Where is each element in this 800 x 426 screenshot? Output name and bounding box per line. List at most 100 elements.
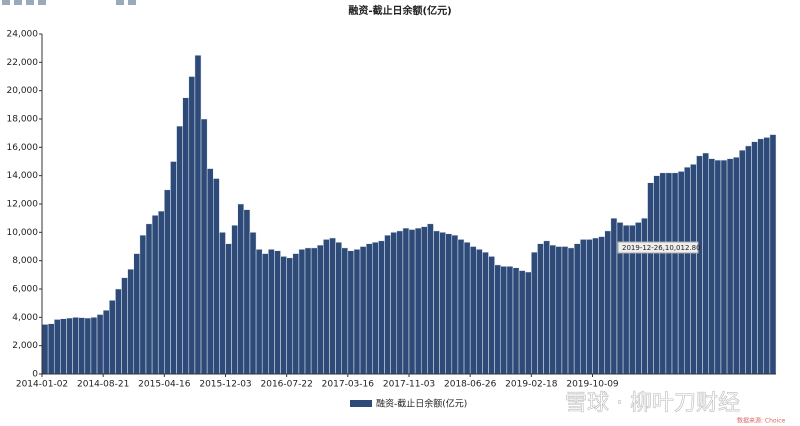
- bar: [102, 310, 110, 375]
- bar: [408, 229, 416, 375]
- bar: [151, 215, 159, 375]
- bar: [115, 288, 122, 375]
- bar: [268, 249, 275, 375]
- x-tick-label: 2014-08-21: [77, 380, 129, 390]
- tool-icon[interactable]: [38, 0, 46, 5]
- bar: [543, 240, 550, 375]
- tooltip: 2019-12-26,10,012.80: [622, 244, 701, 252]
- tool-icon[interactable]: [116, 0, 124, 5]
- x-tick-label: 2019-10-09: [566, 380, 619, 390]
- bar: [567, 247, 575, 375]
- y-tick-label: 2,000: [12, 341, 38, 351]
- y-tick-label: 24,000: [7, 30, 39, 40]
- bar: [121, 277, 128, 375]
- x-tick-label: 2014-01-02: [16, 380, 68, 390]
- bar: [66, 317, 73, 375]
- y-tick-label: 0: [32, 370, 38, 380]
- bar: [720, 159, 728, 375]
- bar: [457, 239, 465, 375]
- bar: [194, 55, 202, 375]
- bar: [145, 223, 153, 375]
- tool-icon[interactable]: [14, 0, 22, 5]
- bar: [598, 236, 605, 375]
- bar: [359, 246, 367, 375]
- bar: [47, 323, 55, 375]
- bar: [677, 171, 685, 375]
- tool-icon[interactable]: [128, 0, 136, 5]
- bar: [200, 118, 208, 375]
- y-tick-label: 8,000: [12, 256, 38, 266]
- tool-icon[interactable]: [2, 0, 10, 5]
- bar: [610, 217, 618, 375]
- bar: [237, 203, 245, 375]
- bar: [182, 97, 190, 375]
- bar: [188, 76, 196, 375]
- bar: [476, 249, 483, 375]
- bar: [586, 239, 593, 375]
- y-tick-label: 16,000: [7, 143, 39, 153]
- bar: [708, 158, 716, 375]
- x-tick-label: 2015-12-03: [199, 380, 251, 390]
- bar: [96, 314, 104, 375]
- bar: [488, 256, 495, 375]
- bar: [469, 246, 477, 375]
- bar: [714, 159, 722, 375]
- bar: [274, 250, 281, 375]
- bar: [109, 300, 116, 375]
- bar: [341, 247, 349, 375]
- bar: [573, 243, 581, 375]
- bar: [41, 324, 49, 375]
- bar: [127, 268, 134, 375]
- bar: [665, 172, 673, 375]
- bar: [696, 155, 703, 375]
- bar: [176, 125, 183, 375]
- bar: [439, 232, 446, 375]
- x-tick-label: 2015-04-16: [138, 380, 191, 390]
- bar: [304, 247, 312, 375]
- bar: [60, 318, 67, 375]
- bar: [390, 232, 398, 375]
- bar: [213, 178, 220, 375]
- bar: [78, 317, 86, 375]
- bar: [592, 237, 599, 375]
- y-tick-label: 10,000: [7, 228, 39, 238]
- y-tick-label: 18,000: [7, 115, 39, 125]
- bar: [292, 253, 300, 375]
- bar: [335, 242, 342, 375]
- legend-label: 融资-截止日余额(亿元): [376, 398, 467, 410]
- bar: [286, 257, 294, 375]
- bar: [580, 239, 587, 375]
- bar: [463, 242, 471, 375]
- bar: [347, 250, 355, 375]
- bar: [365, 243, 373, 375]
- tool-icon[interactable]: [26, 0, 34, 5]
- bar: [402, 227, 410, 375]
- bar: [506, 266, 514, 375]
- bar: [396, 230, 404, 375]
- bar: [231, 225, 238, 375]
- bar: [561, 246, 569, 375]
- bar: [659, 172, 667, 375]
- bar: [225, 243, 232, 375]
- bar: [139, 234, 147, 375]
- bar: [261, 253, 269, 375]
- bar: [427, 223, 434, 375]
- bar: [739, 149, 746, 375]
- bar: [726, 158, 734, 375]
- y-tick-label: 22,000: [7, 58, 39, 68]
- bar: [280, 256, 287, 375]
- bar: [414, 227, 422, 375]
- bar: [164, 189, 171, 375]
- tooltip-box: [617, 241, 699, 254]
- bar: [482, 251, 489, 375]
- bar: [53, 319, 61, 375]
- y-tick-label: 6,000: [12, 285, 38, 295]
- bar: [255, 249, 263, 375]
- source-note: 数据来源: Choice: [737, 417, 786, 425]
- bar: [90, 317, 98, 375]
- bar: [494, 264, 501, 375]
- bar: [298, 249, 306, 375]
- bar: [757, 138, 765, 375]
- bar: [751, 141, 758, 375]
